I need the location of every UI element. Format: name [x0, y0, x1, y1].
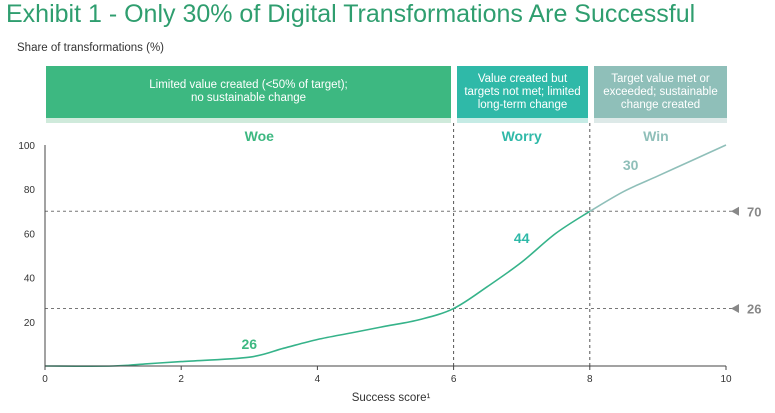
- y-tick-label: 100: [18, 141, 35, 152]
- zone-banner-woe: Limited value created (<50% of target); …: [46, 66, 451, 118]
- x-axis-title: Success score¹: [352, 392, 431, 404]
- zone-name-win: Win: [643, 128, 669, 144]
- series-line-win: [589, 144, 727, 212]
- zone-stripe-woe: [46, 118, 451, 123]
- x-tick-label: 0: [42, 374, 48, 385]
- share-annotation-woe: 26: [242, 336, 258, 352]
- share-annotation-win: 30: [623, 157, 639, 173]
- zone-banner-win: Target value met or exceeded; sustainabl…: [594, 66, 727, 118]
- reference-label: 26: [747, 302, 761, 317]
- share-annotation-worry: 44: [514, 230, 530, 246]
- zone-description-woe: Limited value created (<50% of target); …: [149, 79, 348, 104]
- y-tick-label: 20: [24, 318, 36, 329]
- x-tick-label: 6: [451, 374, 457, 385]
- series-line-main: [44, 210, 591, 367]
- zone-name-worry: Worry: [502, 128, 542, 144]
- zone-description-win: Target value met or exceeded; sustainabl…: [603, 72, 718, 111]
- x-tick-label: 4: [315, 374, 321, 385]
- zone-stripe-win: [594, 118, 727, 123]
- x-tick-label: 10: [720, 374, 732, 385]
- y-axis-title: Share of transformations (%): [17, 42, 165, 54]
- reference-marker-triangle: [731, 304, 739, 314]
- zone-stripe-worry: [457, 118, 588, 123]
- zone-name-woe: Woe: [245, 128, 275, 144]
- y-tick-label: 80: [24, 185, 36, 196]
- x-tick-label: 2: [178, 374, 184, 385]
- page-title: Exhibit 1 - Only 30% of Digital Transfor…: [6, 0, 696, 28]
- x-tick-label: 8: [587, 374, 593, 385]
- reference-marker-triangle: [731, 206, 739, 216]
- reference-label: 70: [747, 204, 761, 219]
- y-tick-label: 40: [24, 274, 36, 285]
- y-tick-label: 60: [24, 229, 36, 240]
- zone-description-worry: Value created but targets not met; limit…: [464, 72, 581, 111]
- zone-banner-worry: Value created but targets not met; limit…: [457, 66, 588, 118]
